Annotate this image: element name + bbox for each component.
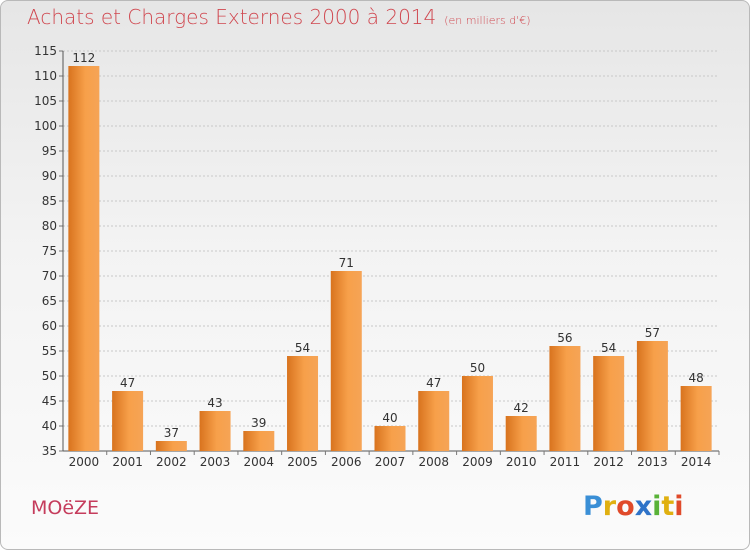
x-tick-label: 2010	[506, 455, 537, 469]
bar	[374, 426, 406, 451]
bar	[68, 66, 100, 451]
bar	[330, 271, 362, 451]
x-tick-label: 2004	[244, 455, 275, 469]
data-label: 47	[426, 376, 441, 390]
bar	[287, 356, 319, 451]
x-tick-label: 2009	[462, 455, 493, 469]
logo-letter: r	[602, 491, 617, 522]
y-tick-label: 45	[42, 394, 57, 408]
data-label: 42	[514, 401, 529, 415]
bar	[505, 416, 537, 451]
x-tick-label: 2012	[593, 455, 624, 469]
bar	[418, 391, 450, 451]
bar	[549, 346, 581, 451]
data-label: 39	[251, 416, 266, 430]
bar	[680, 386, 712, 451]
bar	[155, 441, 187, 451]
logo-letter: i	[674, 491, 684, 522]
bar	[461, 376, 493, 451]
data-label: 47	[120, 376, 135, 390]
data-label: 56	[557, 331, 572, 345]
x-tick-label: 2007	[375, 455, 406, 469]
y-tick-label: 110	[34, 69, 57, 83]
y-tick-label: 70	[42, 269, 57, 283]
data-label: 112	[72, 51, 95, 65]
x-tick-label: 2014	[681, 455, 712, 469]
bar	[593, 356, 625, 451]
x-tick-label: 2006	[331, 455, 362, 469]
y-tick-label: 115	[34, 44, 57, 58]
y-tick-label: 105	[34, 94, 57, 108]
logo-letter: o	[616, 491, 635, 522]
x-tick-label: 2008	[418, 455, 449, 469]
data-label: 40	[382, 411, 397, 425]
x-tick-label: 2005	[287, 455, 318, 469]
y-tick-label: 100	[34, 119, 57, 133]
logo-letter: i	[652, 491, 662, 522]
data-label: 71	[339, 256, 354, 270]
bar	[243, 431, 275, 451]
title-unit: (en milliers d'€)	[444, 14, 531, 27]
y-tick-label: 55	[42, 344, 57, 358]
data-label: 54	[601, 341, 616, 355]
data-label: 37	[164, 426, 179, 440]
y-tick-label: 90	[42, 169, 57, 183]
data-label: 50	[470, 361, 485, 375]
x-tick-label: 2011	[550, 455, 581, 469]
y-tick-label: 85	[42, 194, 57, 208]
data-label: 54	[295, 341, 310, 355]
y-tick-label: 50	[42, 369, 57, 383]
logo-letter: t	[661, 491, 675, 522]
bar	[199, 411, 231, 451]
bar	[636, 341, 668, 451]
y-tick-label: 95	[42, 144, 57, 158]
y-tick-label: 60	[42, 319, 57, 333]
data-label: 43	[207, 396, 222, 410]
bar	[112, 391, 144, 451]
y-tick-label: 80	[42, 219, 57, 233]
logo-letter: P	[583, 491, 603, 522]
proxiti-logo: Proxiti	[583, 491, 684, 522]
x-tick-label: 2013	[637, 455, 668, 469]
x-tick-label: 2002	[156, 455, 187, 469]
town-name: MOëZE	[31, 497, 100, 519]
x-tick-label: 2001	[112, 455, 143, 469]
y-tick-label: 40	[42, 419, 57, 433]
data-label: 48	[688, 371, 703, 385]
x-tick-label: 2003	[200, 455, 231, 469]
y-tick-label: 75	[42, 244, 57, 258]
logo-letter: x	[634, 491, 653, 522]
y-tick-label: 35	[42, 444, 57, 458]
x-tick-label: 2000	[69, 455, 100, 469]
title-text: Achats et Charges Externes 2000 à 2014	[27, 5, 437, 29]
data-label: 57	[645, 326, 660, 340]
y-tick-label: 65	[42, 294, 57, 308]
chart-title: Achats et Charges Externes 2000 à 2014 (e…	[27, 5, 531, 29]
